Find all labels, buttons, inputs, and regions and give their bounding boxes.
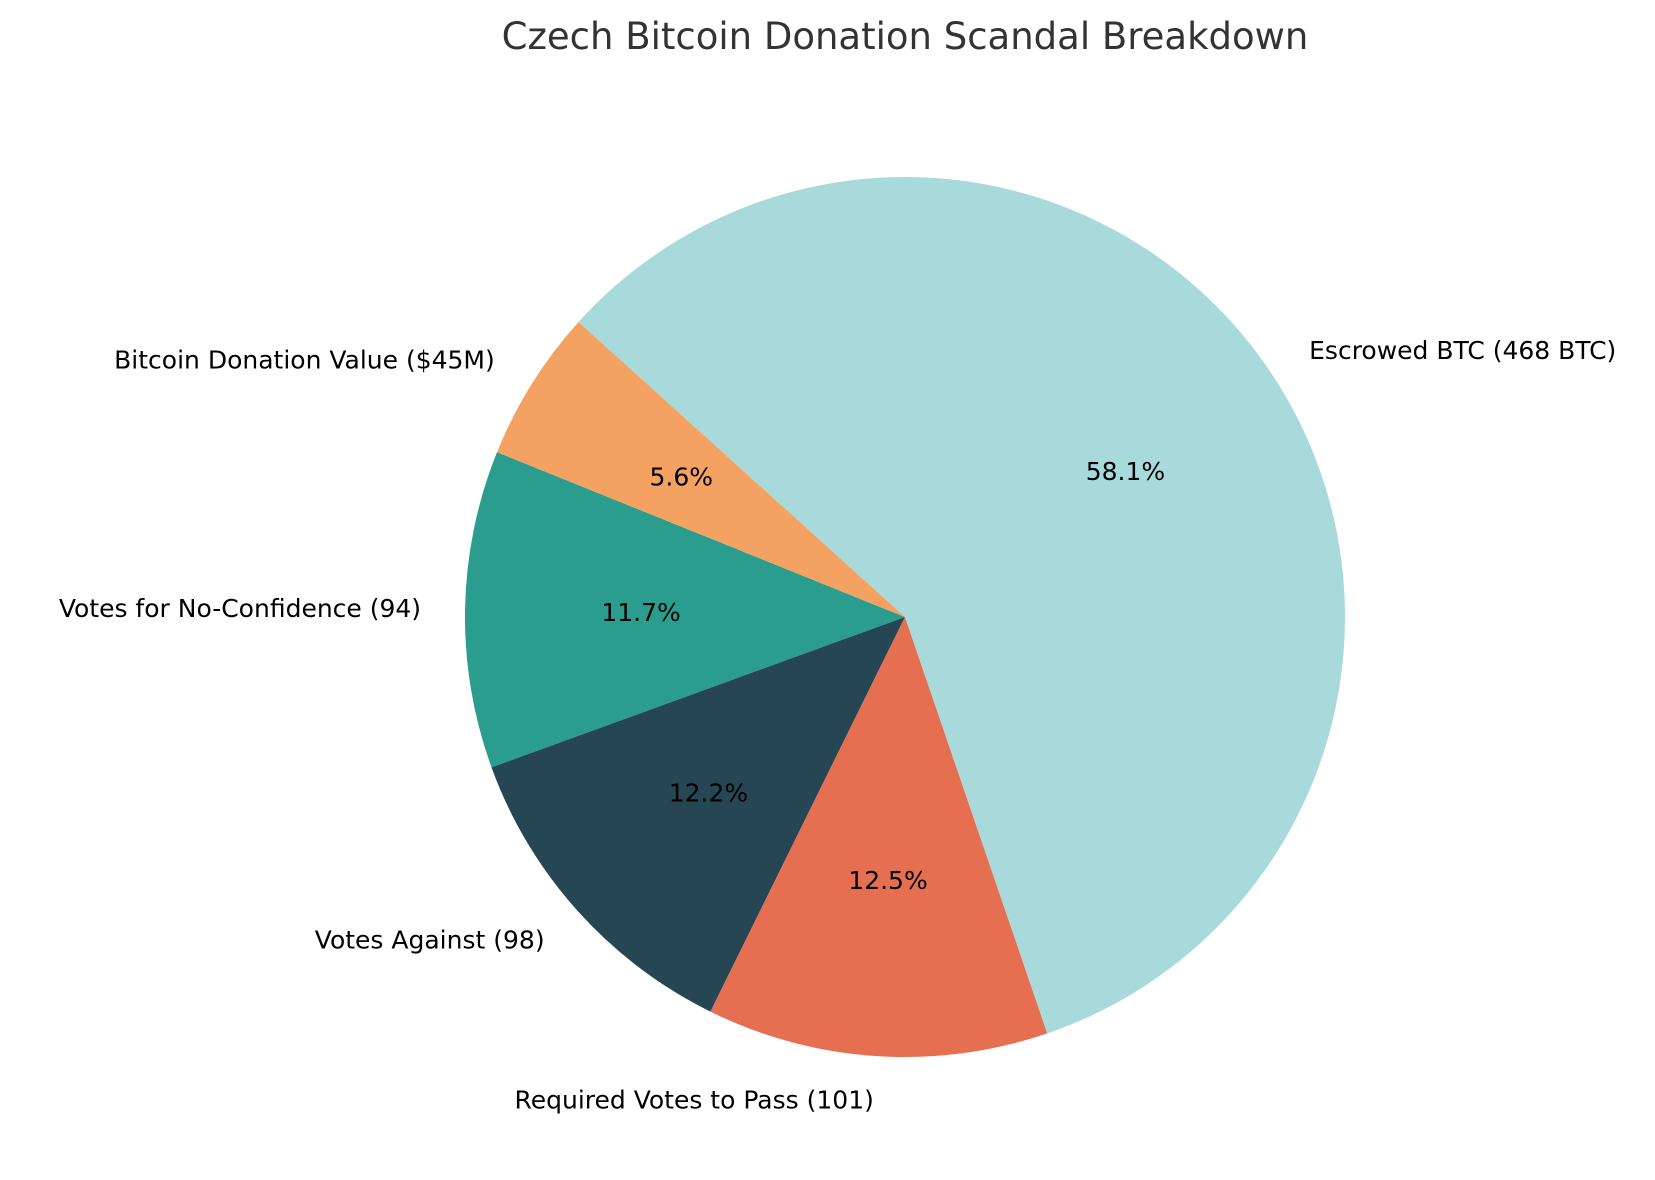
slice-label: Escrowed BTC (468 BTC) [1309,336,1616,365]
slice-label: Votes for No-Confidence (94) [59,594,421,623]
pie-slice [491,617,905,1012]
slice-percent-label: 12.5% [848,866,927,895]
pie-slice [497,322,905,617]
slice-labels: Votes for No-Confidence (94) Votes Agains… [59,336,1617,1114]
pie-slice [710,617,1048,1057]
slice-percent-label: 58.1% [1086,457,1165,486]
slice-label: Required Votes to Pass (101) [514,1085,873,1114]
slice-label: Bitcoin Donation Value ($45M) [114,346,495,375]
pie-slices [464,177,1345,1057]
chart-title: Czech Bitcoin Donation Scandal Breakdown [502,15,1309,58]
percent-labels: 11.7% 12.2% 12.5% 58.1% 5.6% [601,457,1165,895]
pie-slice [464,452,905,768]
slice-percent-label: 11.7% [601,598,680,627]
slice-percent-label: 12.2% [669,779,748,808]
pie-slice [578,177,1345,1034]
slice-percent-label: 5.6% [649,462,713,491]
slice-label: Votes Against (98) [315,926,545,955]
